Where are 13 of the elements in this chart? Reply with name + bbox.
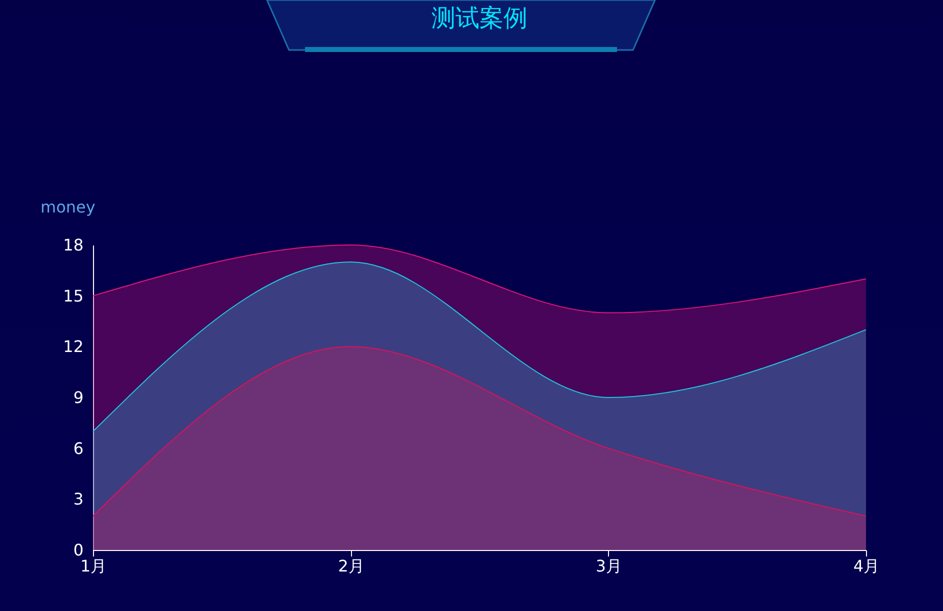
y-tick-label: 3 [73, 490, 84, 509]
y-tick-label: 9 [73, 388, 84, 407]
y-tick-label: 12 [63, 337, 84, 356]
y-tick-label: 15 [63, 286, 84, 306]
y-tick-label: 18 [63, 236, 84, 254]
chart-title: 测试案例 [432, 4, 528, 32]
y-tick-label: 0 [73, 540, 84, 560]
x-tick-label: 2月 [338, 556, 364, 576]
x-tick-label: 4月 [853, 556, 880, 576]
x-tick-label: 3月 [596, 556, 622, 576]
y-tick-label: 6 [73, 438, 84, 458]
y-axis-title: money [40, 198, 96, 216]
x-tick-label: 1月 [80, 556, 107, 576]
